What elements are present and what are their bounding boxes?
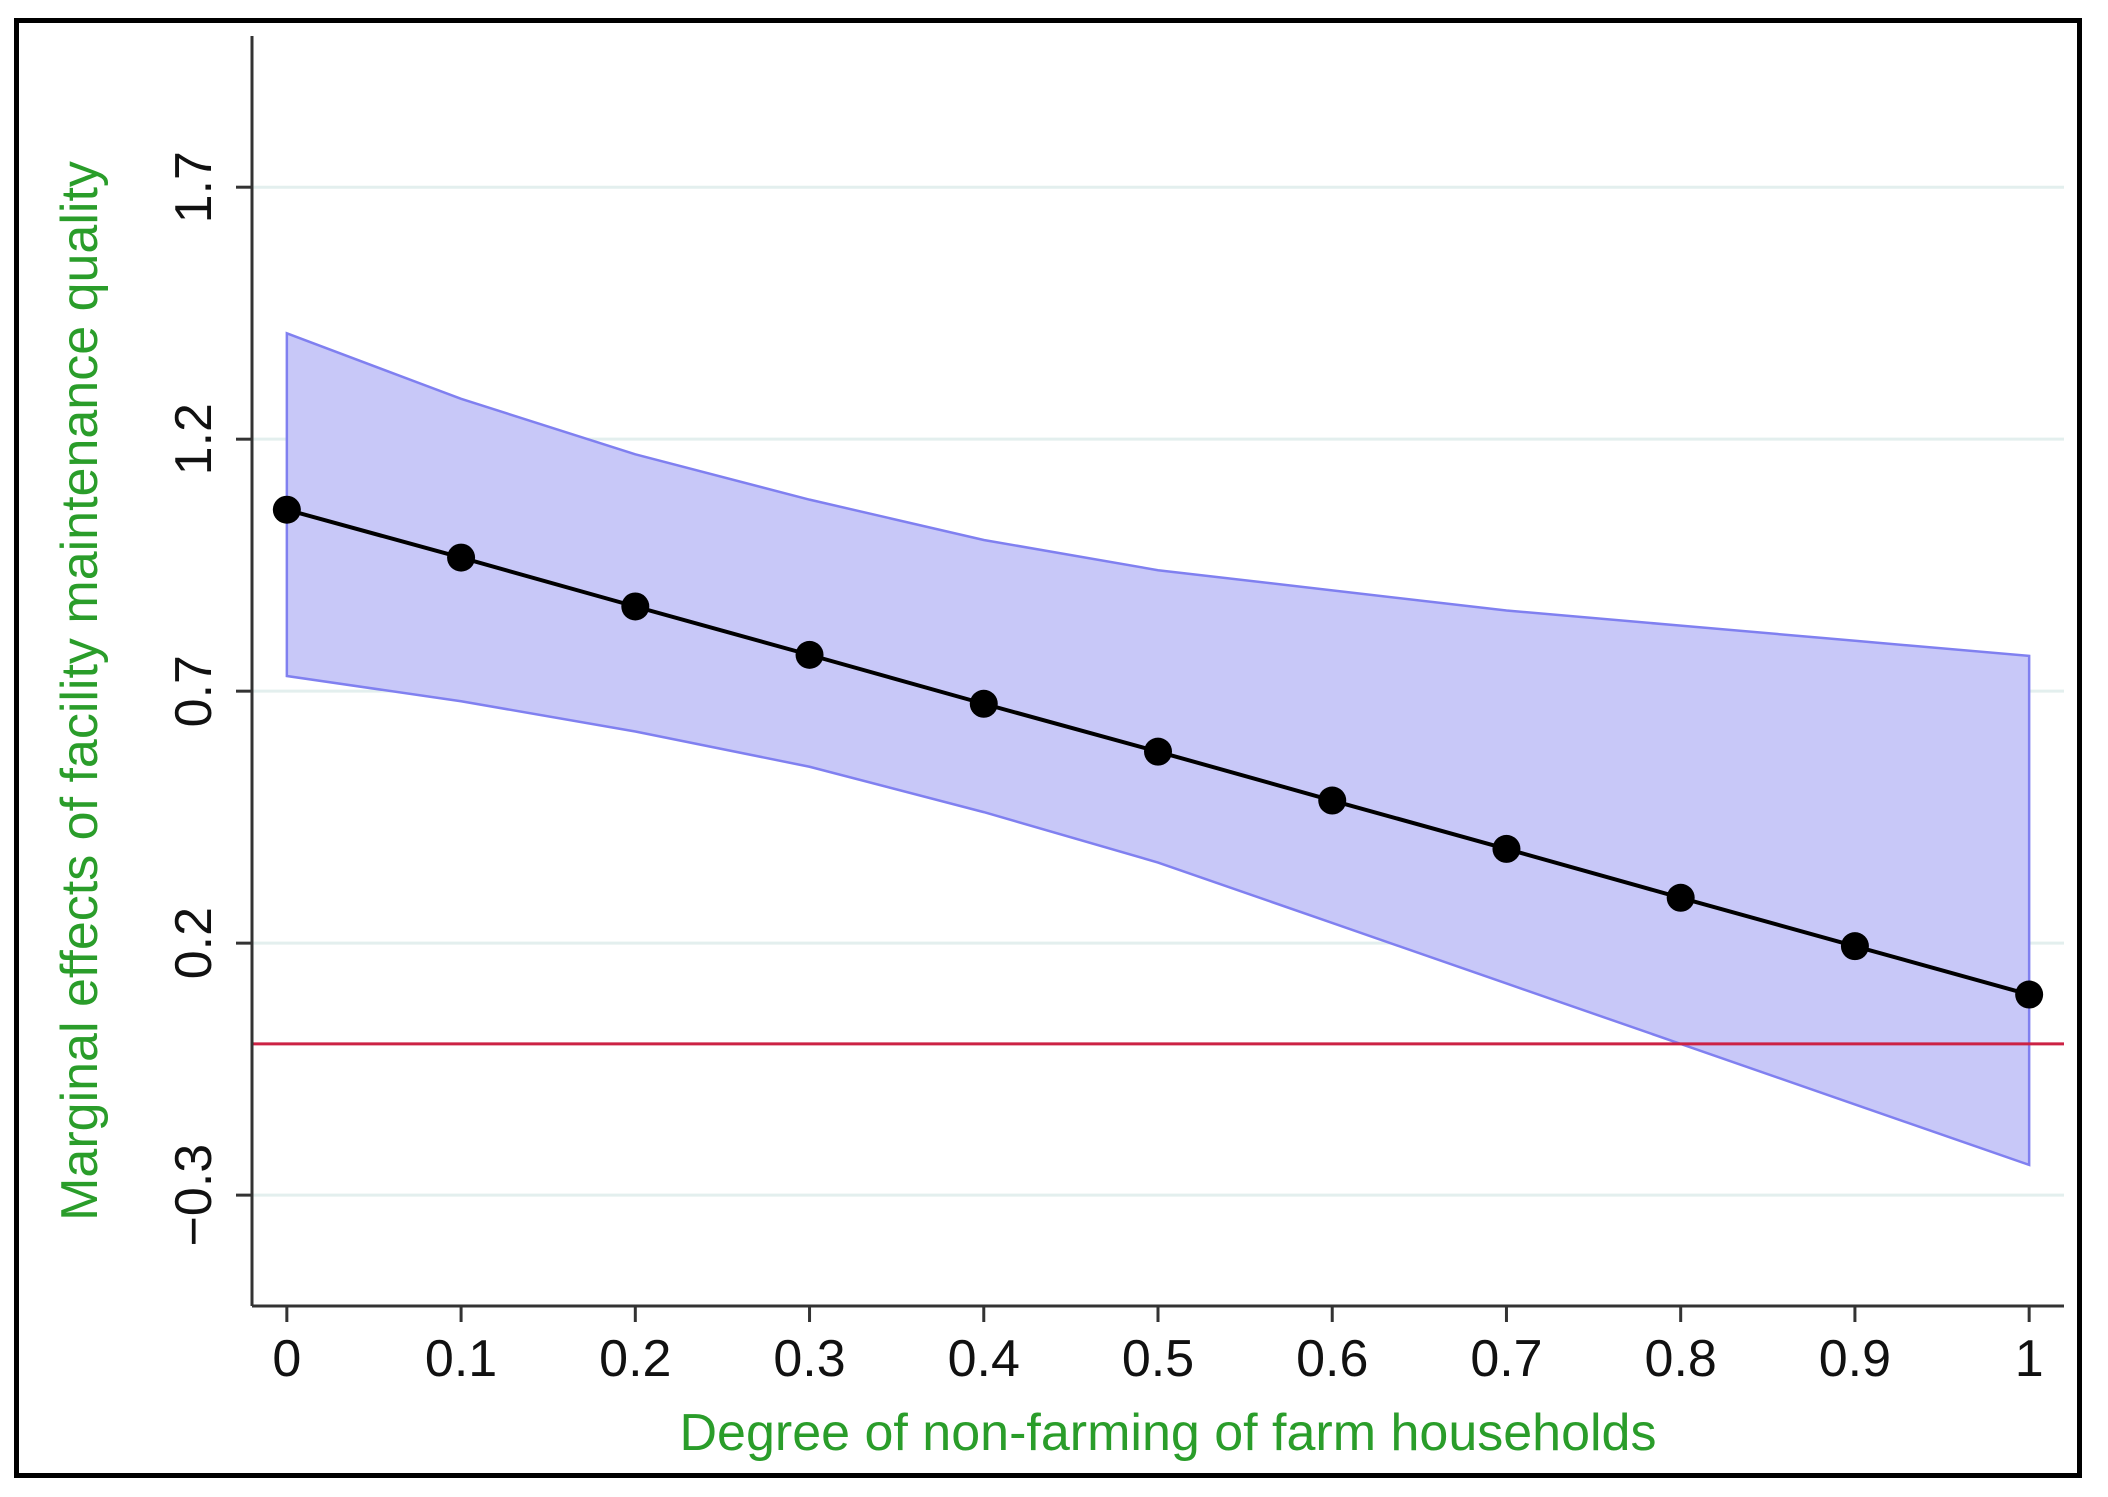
y-tick-label-1: 0.2 <box>165 907 223 979</box>
data-point-9 <box>1840 932 1869 961</box>
x-tick-label-4: 0.4 <box>948 1330 1020 1388</box>
y-tick-label-0: −0.3 <box>165 1144 223 1247</box>
data-point-4 <box>969 689 998 718</box>
data-point-8 <box>1666 883 1695 912</box>
x-tick-label-6: 0.6 <box>1296 1330 1368 1388</box>
x-axis-title: Degree of non-farming of farm households <box>680 1404 1657 1462</box>
y-tick-label-4: 1.7 <box>165 151 223 223</box>
data-point-3 <box>795 640 824 669</box>
y-tick-label-2: 0.7 <box>165 655 223 727</box>
y-axis-title: Marginal effects of facility maintenance… <box>51 161 109 1221</box>
data-point-1 <box>447 543 476 572</box>
data-point-6 <box>1318 786 1347 815</box>
data-point-5 <box>1144 737 1172 766</box>
data-point-10 <box>2015 980 2044 1009</box>
data-point-7 <box>1492 834 1521 863</box>
x-ticks: 0 0.1 0.2 0.3 0.4 0.5 0.6 0.7 0.8 0.9 1 <box>272 1306 2044 1388</box>
x-tick-label-1: 0.1 <box>425 1330 497 1388</box>
y-ticks: −0.3 0.2 0.7 1.2 1.7 <box>165 151 252 1246</box>
series-points <box>272 495 2044 1009</box>
y-tick-label-3: 1.2 <box>165 403 223 475</box>
data-point-2 <box>621 592 650 621</box>
x-tick-label-8: 0.8 <box>1645 1330 1717 1388</box>
x-tick-label-5: 0.5 <box>1122 1330 1194 1388</box>
x-tick-label-3: 0.3 <box>773 1330 845 1388</box>
x-tick-label-2: 0.2 <box>599 1330 671 1388</box>
x-tick-label-7: 0.7 <box>1470 1330 1542 1388</box>
x-tick-label-9: 0.9 <box>1819 1330 1891 1388</box>
x-tick-label-0: 0 <box>272 1330 301 1388</box>
x-tick-label-10: 1 <box>2015 1330 2044 1388</box>
data-point-0 <box>272 495 301 524</box>
